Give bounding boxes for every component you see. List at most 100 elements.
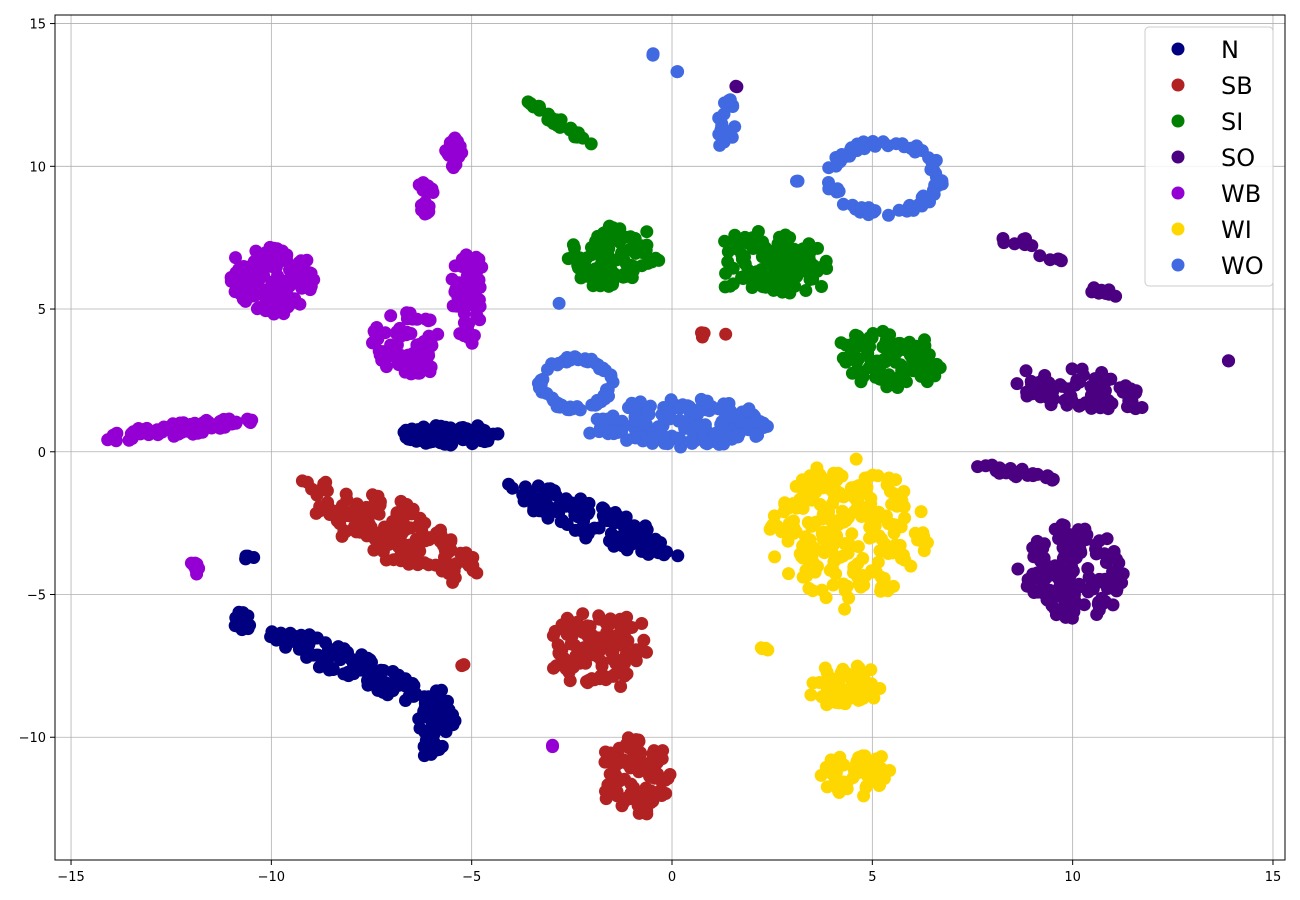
legend-item-n: N — [1171, 36, 1239, 64]
data-point — [1056, 541, 1070, 555]
data-point — [1027, 586, 1041, 599]
data-point — [1052, 589, 1066, 603]
legend-marker — [1171, 114, 1185, 128]
data-point — [319, 636, 332, 650]
data-point — [740, 403, 754, 417]
data-point — [1037, 537, 1051, 551]
data-point — [1068, 593, 1082, 607]
data-point — [605, 631, 619, 645]
data-point — [864, 515, 878, 529]
data-point — [616, 753, 630, 767]
data-point — [1092, 377, 1106, 391]
data-point — [695, 393, 709, 407]
data-point — [641, 256, 655, 270]
data-point — [640, 225, 654, 239]
data-point — [741, 263, 755, 277]
data-point — [1123, 397, 1137, 411]
data-point — [427, 738, 441, 752]
data-point — [881, 547, 895, 560]
data-point — [571, 353, 585, 367]
data-point — [845, 527, 859, 541]
data-point — [1026, 467, 1040, 481]
data-point — [654, 783, 668, 797]
data-point — [428, 720, 441, 734]
data-point — [229, 251, 242, 265]
data-point — [550, 400, 564, 414]
data-point — [390, 507, 404, 521]
data-point — [350, 497, 364, 511]
data-point — [602, 618, 616, 632]
data-point — [239, 549, 253, 563]
data-point — [588, 632, 602, 646]
data-point — [892, 203, 906, 217]
data-point — [639, 546, 653, 559]
legend-label: WI — [1221, 216, 1252, 244]
data-point — [262, 246, 276, 260]
data-point — [845, 671, 859, 685]
data-point — [751, 225, 765, 238]
data-point — [1085, 285, 1099, 299]
data-point — [453, 327, 467, 341]
data-point — [826, 578, 840, 592]
data-point — [835, 148, 849, 161]
data-point — [249, 244, 263, 258]
data-point — [406, 502, 420, 516]
data-point — [874, 570, 888, 584]
data-point — [882, 208, 895, 222]
series-wi — [754, 452, 934, 803]
data-point — [815, 527, 829, 541]
data-point — [532, 504, 546, 518]
data-point — [671, 549, 685, 563]
data-point — [775, 285, 789, 299]
y-tick-label: −5 — [27, 589, 46, 604]
data-point — [761, 643, 775, 657]
data-point — [447, 564, 461, 578]
data-point — [1058, 393, 1072, 407]
legend-box — [1144, 26, 1274, 287]
data-point — [773, 230, 786, 244]
data-point — [718, 412, 731, 426]
data-point — [552, 296, 566, 310]
data-point — [1084, 581, 1098, 594]
data-point — [929, 363, 943, 377]
data-point — [811, 241, 824, 255]
data-point — [820, 683, 834, 697]
data-point — [621, 731, 635, 745]
series-so — [729, 79, 1236, 625]
data-point — [430, 420, 444, 434]
x-tick-label: 15 — [1265, 870, 1282, 885]
data-point — [745, 281, 759, 294]
legend-marker — [1171, 42, 1185, 56]
x-tick-label: −15 — [57, 870, 84, 885]
data-point — [658, 436, 672, 450]
data-point — [640, 786, 654, 800]
data-point — [1068, 552, 1082, 566]
data-point — [640, 238, 654, 252]
data-point — [628, 406, 642, 420]
data-point — [184, 556, 198, 570]
data-point — [541, 482, 555, 496]
legend-label: SO — [1221, 144, 1255, 172]
data-point — [399, 328, 413, 342]
legend-marker — [1171, 186, 1185, 200]
data-point — [1100, 532, 1114, 546]
data-point — [1089, 542, 1103, 556]
data-point — [804, 688, 818, 702]
data-point — [407, 689, 421, 703]
data-point — [602, 389, 615, 403]
data-point — [749, 429, 763, 443]
data-point — [277, 307, 291, 321]
data-point — [442, 703, 456, 717]
legend-item-so: SO — [1171, 144, 1255, 172]
legend-label: SI — [1221, 108, 1243, 136]
data-point — [1024, 575, 1038, 589]
data-point — [363, 661, 377, 675]
data-point — [618, 270, 632, 284]
data-point — [636, 416, 650, 430]
data-point — [390, 338, 404, 352]
data-point — [342, 669, 355, 683]
data-point — [889, 518, 903, 532]
data-point — [827, 484, 841, 498]
data-point — [918, 193, 932, 207]
